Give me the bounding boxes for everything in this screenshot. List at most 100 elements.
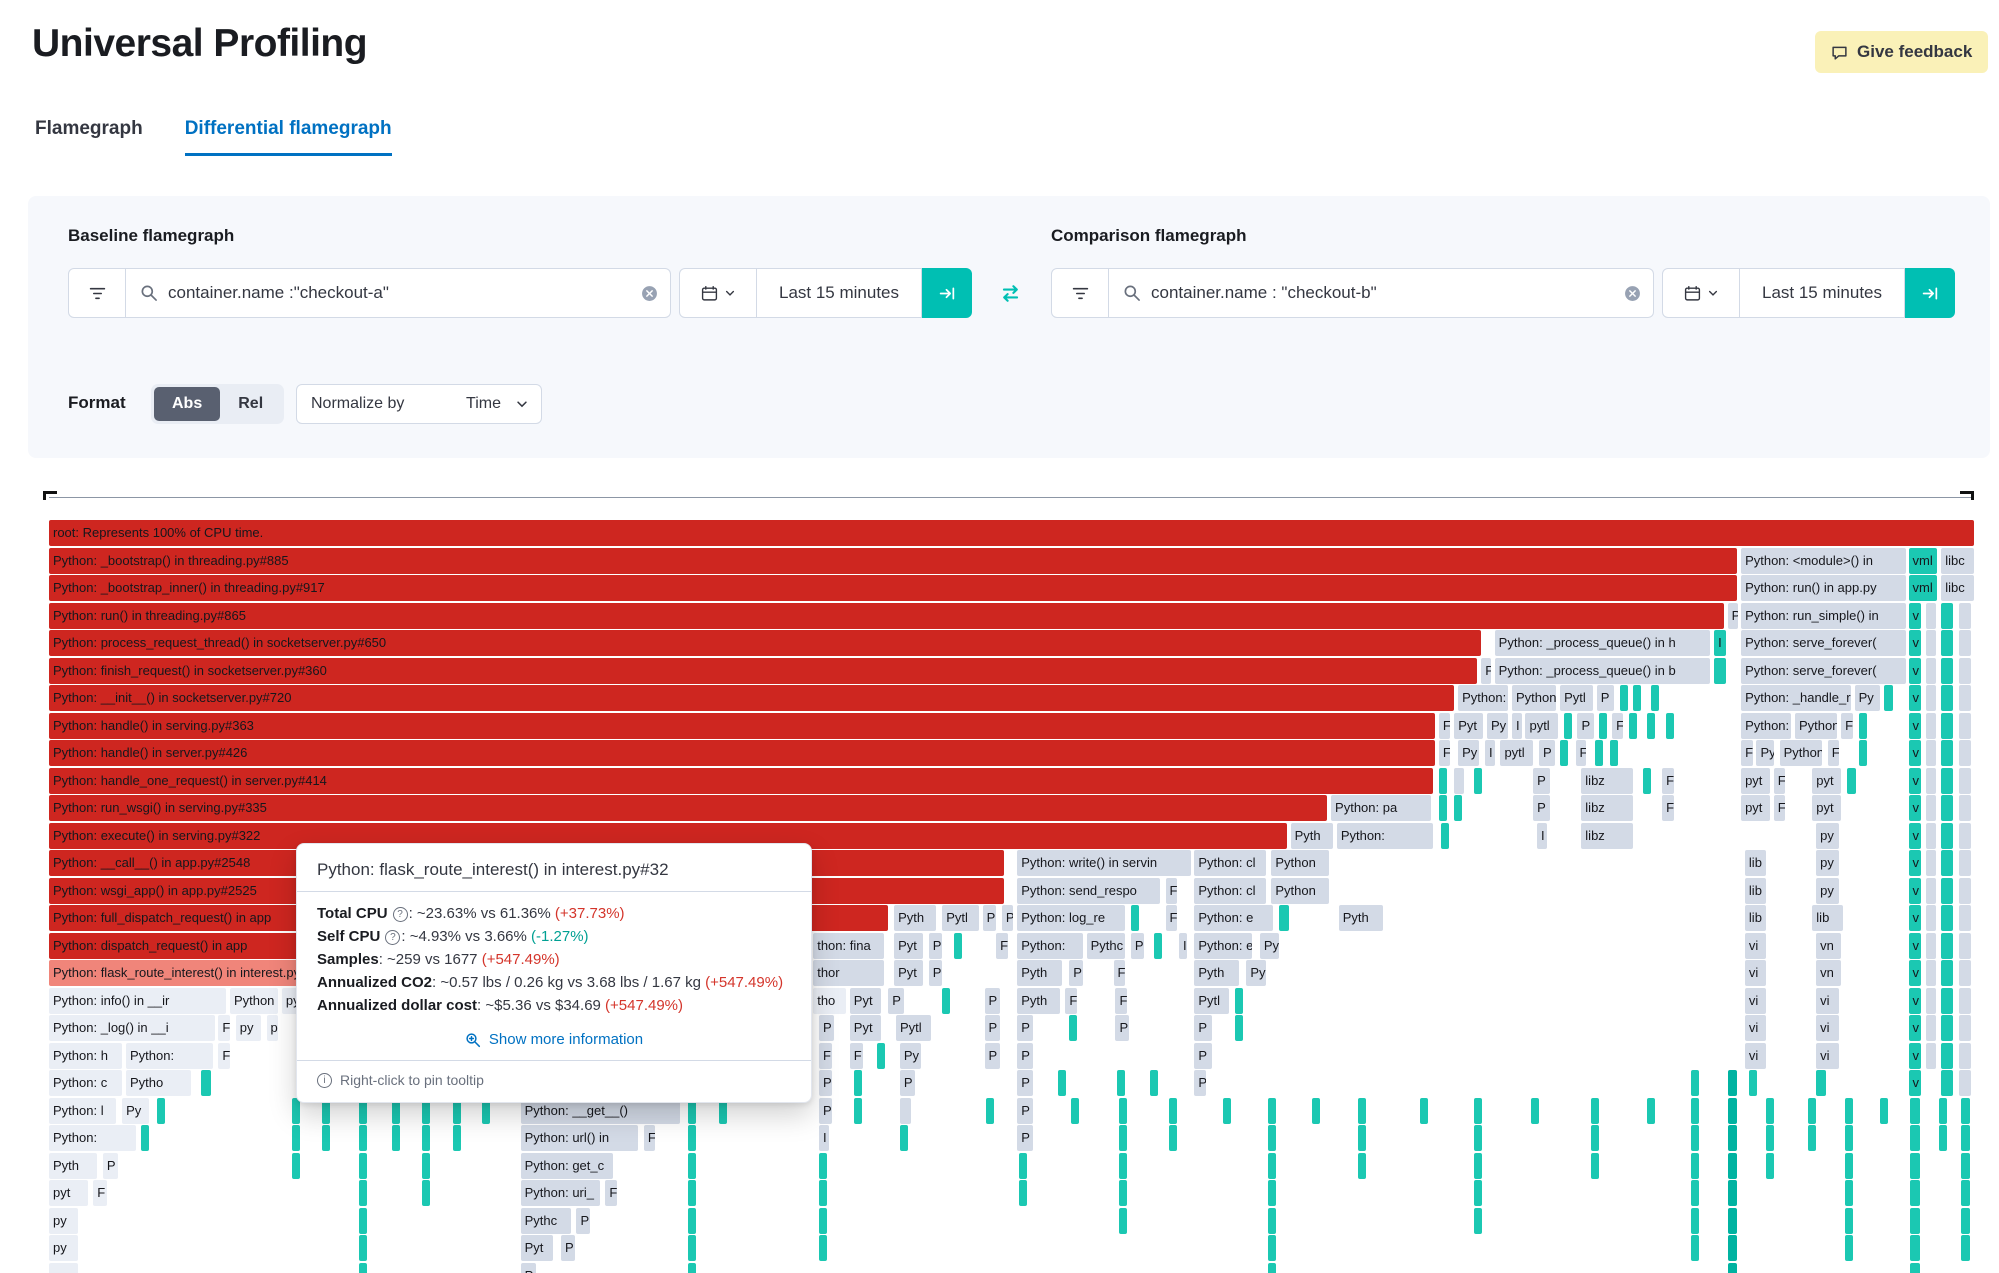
- flame-block[interactable]: [358, 1125, 367, 1151]
- flame-block[interactable]: Python: _process_queue() in b: [1494, 657, 1711, 684]
- flame-block[interactable]: libz: [1581, 795, 1634, 821]
- flame-block[interactable]: [1941, 685, 1953, 711]
- flame-block[interactable]: F: [1575, 740, 1587, 766]
- flame-block[interactable]: pyt: [1741, 767, 1770, 794]
- flame-block[interactable]: [1941, 960, 1953, 986]
- flame-block[interactable]: Pyt: [1454, 712, 1484, 739]
- baseline-update-button[interactable]: [922, 268, 972, 318]
- flame-block[interactable]: P: [1194, 1015, 1212, 1041]
- flame-block[interactable]: Pytl: [896, 1015, 931, 1041]
- flame-block[interactable]: tho: [813, 987, 846, 1014]
- flame-block[interactable]: [1958, 767, 1972, 794]
- flame-block[interactable]: P: [984, 1015, 1000, 1041]
- flame-block[interactable]: Pyth: [1017, 987, 1060, 1014]
- flame-block[interactable]: vi: [1744, 1042, 1767, 1069]
- flame-block[interactable]: Python: e: [1194, 932, 1253, 959]
- flame-block[interactable]: [1267, 1235, 1276, 1261]
- flame-block[interactable]: [1960, 1125, 1971, 1151]
- flame-block[interactable]: P: [1533, 767, 1550, 794]
- flame-block[interactable]: [1925, 1042, 1936, 1069]
- flame-block[interactable]: [1941, 657, 1953, 684]
- flame-block[interactable]: [1169, 1125, 1178, 1151]
- flame-block[interactable]: [688, 1235, 697, 1261]
- flame-block[interactable]: [1939, 1097, 1948, 1124]
- flame-block[interactable]: F: [1165, 877, 1178, 904]
- flame-block[interactable]: P: [1017, 1015, 1033, 1041]
- flame-block[interactable]: [1267, 1125, 1276, 1151]
- flame-block[interactable]: [1941, 1070, 1953, 1096]
- flame-block[interactable]: [819, 1207, 827, 1234]
- flame-block[interactable]: Py: [899, 1042, 922, 1069]
- flame-block[interactable]: P: [928, 932, 943, 959]
- flame-block[interactable]: [201, 1070, 211, 1096]
- flame-block[interactable]: [1910, 1235, 1921, 1261]
- flame-block[interactable]: [1727, 1125, 1738, 1151]
- flame-block[interactable]: pyt: [1812, 795, 1842, 821]
- flame-block[interactable]: v: [1908, 767, 1922, 794]
- flame-block[interactable]: F: [93, 1180, 107, 1206]
- flame-block[interactable]: [1642, 767, 1651, 794]
- flame-block[interactable]: P: [1017, 1125, 1033, 1151]
- flame-block[interactable]: v: [1908, 602, 1922, 629]
- flame-block[interactable]: Python:: [1017, 932, 1083, 959]
- flame-block[interactable]: [1910, 1097, 1921, 1124]
- flame-block[interactable]: Python: __init__() in socketserver.py#72…: [49, 685, 1455, 711]
- flame-block[interactable]: [1925, 685, 1936, 711]
- flame-block[interactable]: [422, 1152, 431, 1179]
- flame-block[interactable]: F: [1438, 712, 1451, 739]
- flame-block[interactable]: P: [576, 1207, 590, 1234]
- flame-block[interactable]: P: [819, 1070, 833, 1096]
- flame-block[interactable]: Pyth: [1290, 822, 1333, 849]
- flame-block[interactable]: Python: _handle_r: [1741, 685, 1851, 711]
- flame-block[interactable]: [1691, 1180, 1700, 1206]
- flame-block[interactable]: [1958, 602, 1972, 629]
- flame-block[interactable]: F: [1773, 795, 1786, 821]
- flame-block[interactable]: Python: handle() in serving.py#363: [49, 712, 1435, 739]
- flame-block[interactable]: P: [1017, 1097, 1033, 1124]
- flame-block[interactable]: P: [819, 1097, 833, 1124]
- flame-block[interactable]: [1925, 630, 1936, 656]
- flame-block[interactable]: [1941, 740, 1953, 766]
- flame-block[interactable]: F: [1827, 740, 1840, 766]
- baseline-time-range[interactable]: Last 15 minutes: [757, 268, 922, 318]
- flame-block[interactable]: Pytho: [126, 1070, 192, 1096]
- flame-block[interactable]: [1960, 1180, 1971, 1206]
- flame-block[interactable]: [1311, 1097, 1320, 1124]
- flame-block[interactable]: F: [1065, 987, 1077, 1014]
- flame-block[interactable]: I: [1714, 630, 1726, 656]
- flame-block[interactable]: P: [1130, 932, 1145, 959]
- flame-block[interactable]: P: [1017, 1042, 1033, 1069]
- flame-block[interactable]: [1941, 712, 1953, 739]
- flame-block[interactable]: pytl: [1525, 712, 1559, 739]
- flame-block[interactable]: [1925, 987, 1936, 1014]
- flame-block[interactable]: F: [996, 932, 1008, 959]
- give-feedback-button[interactable]: Give feedback: [1815, 31, 1989, 73]
- flame-block[interactable]: [1153, 932, 1162, 959]
- flame-block[interactable]: F: [1115, 987, 1127, 1014]
- flame-block[interactable]: v: [1908, 1070, 1922, 1096]
- flame-block[interactable]: py: [1816, 850, 1840, 876]
- flame-block[interactable]: [1590, 1125, 1599, 1151]
- flame-block[interactable]: P: [1481, 657, 1491, 684]
- flame-block[interactable]: F: [819, 1042, 833, 1069]
- flame-block[interactable]: [1941, 987, 1953, 1014]
- flame-block[interactable]: [1958, 960, 1972, 986]
- comparison-clear-button[interactable]: [1624, 285, 1641, 302]
- flame-block[interactable]: [1941, 877, 1953, 904]
- flame-block[interactable]: [1560, 740, 1569, 766]
- flame-block[interactable]: v: [1908, 822, 1922, 849]
- flame-block[interactable]: P: [561, 1235, 575, 1261]
- flame-block[interactable]: P: [819, 1015, 835, 1041]
- flame-block[interactable]: Python: e: [1194, 905, 1274, 931]
- flame-block[interactable]: Pyth: [894, 905, 937, 931]
- flame-block[interactable]: [1440, 822, 1449, 849]
- baseline-filter-button[interactable]: [68, 268, 126, 318]
- flame-block[interactable]: Pytl: [942, 905, 979, 931]
- flame-block[interactable]: [1358, 1097, 1366, 1124]
- flame-block[interactable]: [1610, 740, 1619, 766]
- flame-block[interactable]: Pyth: [1338, 905, 1384, 931]
- flame-block[interactable]: [1925, 877, 1936, 904]
- flame-block[interactable]: Pyth: [1194, 960, 1239, 986]
- flame-block[interactable]: v: [1908, 987, 1922, 1014]
- flame-block[interactable]: [422, 1180, 431, 1206]
